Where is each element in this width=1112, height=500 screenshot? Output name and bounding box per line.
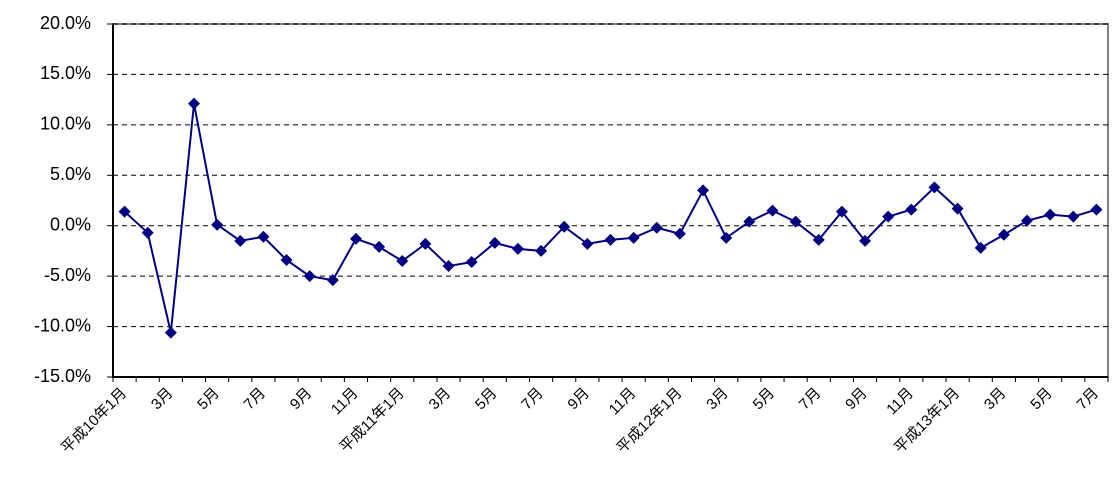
data-point	[373, 240, 386, 253]
x-tick-label: 5月	[194, 385, 223, 414]
y-tick-label: 15.0%	[40, 63, 91, 83]
data-point	[743, 215, 756, 228]
x-tick-label: 平成10年1月	[58, 385, 130, 457]
data-point	[234, 234, 247, 247]
data-point	[211, 218, 224, 231]
x-tick-label: 3月	[703, 385, 732, 414]
data-point	[997, 228, 1010, 241]
plot-area	[112, 23, 1109, 378]
data-point	[187, 97, 200, 110]
data-point	[326, 274, 339, 287]
y-tick-label: 5.0%	[50, 164, 91, 184]
x-tick-label: 9月	[287, 385, 316, 414]
x-tick-label: 5月	[750, 385, 779, 414]
y-tick-label: 0.0%	[50, 214, 91, 234]
data-point	[974, 241, 987, 254]
data-point	[905, 203, 918, 216]
data-point	[627, 231, 640, 244]
data-point	[720, 231, 733, 244]
data-point	[257, 230, 270, 243]
x-tick-label: 7月	[241, 385, 270, 414]
data-point	[835, 205, 848, 218]
data-point	[789, 215, 802, 228]
data-point	[419, 237, 432, 250]
data-point	[118, 205, 131, 218]
x-tick-label: 11月	[606, 385, 640, 419]
x-tick-label: 7月	[796, 385, 825, 414]
data-point	[1021, 214, 1034, 227]
data-point	[697, 184, 710, 197]
data-point	[859, 234, 872, 247]
x-tick-label: 9月	[842, 385, 871, 414]
y-tick-label: -5.0%	[44, 265, 91, 285]
data-point	[1090, 203, 1103, 216]
data-point	[442, 260, 455, 273]
data-point	[465, 256, 478, 269]
x-tick-label: 7月	[1074, 385, 1103, 414]
y-tick-label: 20.0%	[40, 13, 91, 33]
data-point	[488, 236, 501, 249]
x-tick-label: 5月	[1027, 385, 1056, 414]
data-point	[558, 220, 571, 233]
data-point	[164, 326, 177, 339]
data-point	[928, 181, 941, 194]
data-point	[303, 270, 316, 283]
data-point	[1067, 210, 1080, 223]
data-point	[882, 210, 895, 223]
x-tick-label: 3月	[981, 385, 1010, 414]
data-point	[280, 254, 293, 267]
data-point	[535, 244, 548, 257]
x-tick-label: 11月	[883, 385, 917, 419]
data-point	[396, 255, 409, 268]
data-point	[581, 237, 594, 250]
data-point	[673, 227, 686, 240]
data-point	[141, 226, 154, 239]
data-point	[650, 221, 663, 234]
data-point	[349, 232, 362, 245]
x-tick-label: 3月	[426, 385, 455, 414]
y-tick-label: -15.0%	[34, 366, 91, 386]
data-point	[766, 204, 779, 217]
x-tick-label: 7月	[518, 385, 547, 414]
data-point	[604, 233, 617, 246]
data-point	[812, 233, 825, 246]
y-tick-label: -10.0%	[34, 315, 91, 335]
x-tick-label: 11月	[328, 385, 362, 419]
data-point	[1044, 208, 1057, 221]
x-tick-label: 9月	[564, 385, 593, 414]
data-point	[511, 242, 524, 255]
data-point	[951, 202, 964, 215]
x-tick-label: 3月	[148, 385, 177, 414]
x-tick-label: 5月	[472, 385, 501, 414]
y-tick-label: 10.0%	[40, 114, 91, 134]
